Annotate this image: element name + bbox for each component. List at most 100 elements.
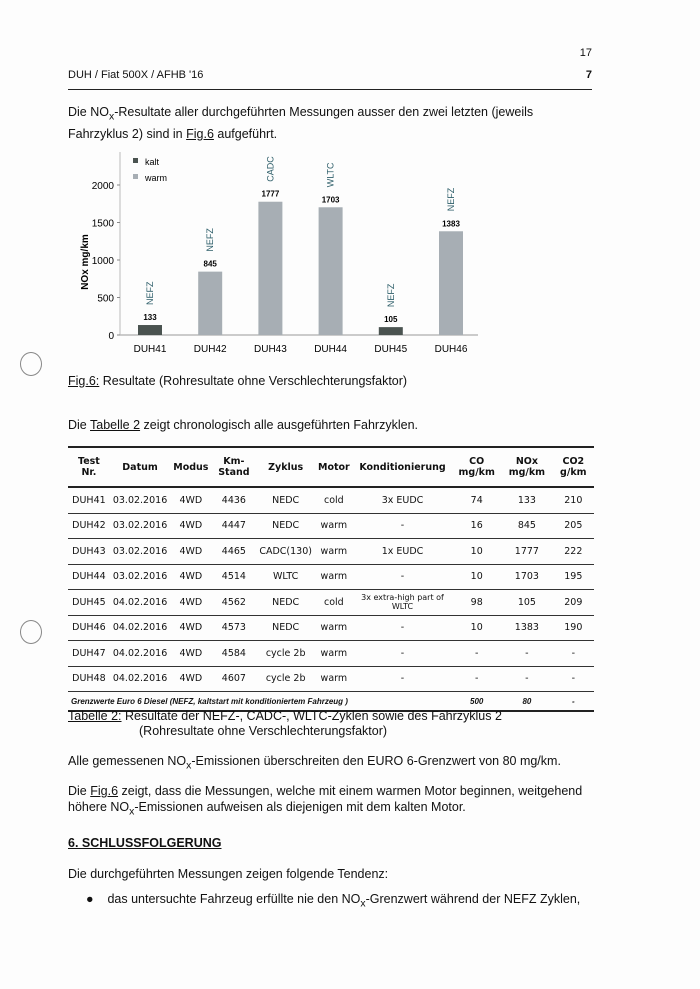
legend-swatch (133, 158, 138, 163)
table-cell: cycle 2b (256, 640, 315, 667)
table-cell: 4WD (170, 564, 212, 590)
intro-paragraph: Die NOx-Resultate aller durchgeführten M… (68, 105, 534, 141)
limit-cell: 500 (452, 691, 502, 712)
figure-caption: Fig.6: Resultate (Rohresultate ohne Vers… (68, 374, 408, 388)
table-cell: 4WD (170, 487, 212, 514)
table-row: DUH45 04.02.2016 4WD 4562 NEDC cold 3x extra-h… (68, 589, 594, 616)
table-cell: 16 (452, 513, 502, 539)
table-cell: 4514 (211, 564, 257, 590)
table-cell: 4WD (170, 538, 212, 565)
bar (138, 325, 162, 335)
table-cell: warm (314, 615, 353, 641)
column-header: Test Nr. (68, 446, 110, 488)
table-cell: 03.02.2016 (109, 513, 171, 539)
table-cell: NEDC (256, 487, 315, 514)
cycle-label: NEFZ (145, 281, 155, 305)
table-intro: Die Tabelle 2 zeigt chronologisch alle a… (68, 418, 418, 432)
column-header: Zyklus (256, 446, 315, 488)
table-cell: - (352, 666, 453, 692)
column-header: Datum (109, 446, 171, 488)
legend-label: kalt (145, 157, 160, 167)
table-row: DUH41 03.02.2016 4WD 4436 NEDC cold 3x EUDC 74 1… (68, 487, 594, 514)
bar (198, 271, 223, 335)
table-cell: DUH46 (68, 615, 110, 641)
table-cell: CADC(130) (256, 538, 315, 565)
tabelle2-caption-link[interactable]: Tabelle 2: (68, 709, 122, 723)
table-cell: 98 (452, 589, 502, 616)
table-cell: 04.02.2016 (109, 640, 171, 667)
section-heading: 6. SCHLUSSFOLGERUNG (68, 836, 222, 850)
table-cell: DUH48 (68, 666, 110, 692)
data-label: 105 (384, 315, 398, 324)
table-cell: 04.02.2016 (109, 589, 171, 616)
x-tick-label: DUH42 (194, 344, 227, 355)
x-tick-label: DUH44 (314, 344, 347, 355)
table-cell: 1x EUDC (352, 538, 453, 565)
table-cell: 4573 (211, 615, 257, 641)
table-cell: 03.02.2016 (109, 487, 171, 514)
column-header: Km-Stand (211, 446, 257, 488)
table-cell: 10 (452, 538, 502, 565)
paragraph-1: Alle gemessenen NOx-Emissionen überschre… (68, 754, 561, 772)
table-row: DUH46 04.02.2016 4WD 4573 NEDC warm -10 1383 190 (68, 615, 594, 641)
x-tick-label: DUH43 (254, 344, 287, 355)
data-label: 1703 (322, 195, 340, 204)
punch-hole (20, 620, 42, 644)
table-cell: cold (314, 589, 353, 616)
table-cell: 222 (552, 538, 594, 565)
page-number: 7 (585, 69, 592, 81)
table-cell: 10 (452, 564, 502, 590)
table-cell: warm (314, 564, 353, 590)
table-cell: 195 (552, 564, 594, 590)
y-tick-label: 2000 (92, 181, 115, 192)
table-cell: 210 (552, 487, 594, 514)
column-header: CO2 g/km (552, 446, 594, 488)
y-tick-label: 500 (97, 294, 114, 305)
limit-row: Grenzwerte Euro 6 Diesel (NEFZ, kaltstar… (68, 691, 594, 712)
bar (378, 327, 403, 335)
column-header: Motor (314, 446, 353, 488)
table-cell: - (352, 513, 453, 539)
tabelle2-link[interactable]: Tabelle 2 (90, 418, 141, 432)
fig6-link-2[interactable]: Fig.6 (90, 784, 119, 798)
table-cell: 4447 (211, 513, 257, 539)
table-cell: 04.02.2016 (109, 666, 171, 692)
cycle-label: NEFZ (446, 187, 456, 211)
fig6-link[interactable]: Fig.6 (186, 126, 214, 141)
table-cell: 4584 (211, 640, 257, 667)
table-cell: NEDC (256, 513, 315, 539)
table-cell: warm (314, 640, 353, 667)
table-cell: - (552, 640, 594, 667)
table-cell: 03.02.2016 (109, 538, 171, 565)
table-cell: 4WD (170, 513, 212, 539)
nox-bar-chart: 0 500 1000 1500 2000 NOx mg/km kalt warm DUH41 13… (80, 152, 478, 355)
table-cell: 1703 (501, 564, 553, 590)
table-cell: DUH45 (68, 589, 110, 616)
cycle-label: NEFZ (205, 228, 215, 252)
table-cell: 205 (552, 513, 594, 539)
table-cell: warm (314, 666, 353, 692)
table-cell: 3x EUDC (352, 487, 453, 514)
table-cell: WLTC (256, 564, 315, 590)
table-row: DUH42 03.02.2016 4WD 4447 NEDC warm -16 845 205 (68, 513, 594, 539)
table-cell: 133 (501, 487, 553, 514)
table-cell: DUH44 (68, 564, 110, 590)
fig6-caption-link[interactable]: Fig.6: (68, 374, 100, 388)
table-cell: 1383 (501, 615, 553, 641)
column-header: CO mg/km (452, 446, 502, 488)
bar (258, 201, 283, 335)
table-cell: DUH47 (68, 640, 110, 667)
table-cell: 04.02.2016 (109, 615, 171, 641)
page-number-top: 17 (579, 47, 592, 59)
column-header: Konditionierung (352, 446, 453, 488)
y-tick-label: 1500 (92, 219, 115, 230)
table-cell: 10 (452, 615, 502, 641)
table-cell: - (352, 615, 453, 641)
table-cell: cycle 2b (256, 666, 315, 692)
table-cell: - (352, 564, 453, 590)
table-cell: 4WD (170, 615, 212, 641)
punch-hole (20, 352, 42, 376)
table-cell: - (352, 640, 453, 667)
table-row: DUH47 04.02.2016 4WD 4584 cycle 2b warm - - - - (68, 640, 594, 667)
limit-cell: 80 (501, 691, 553, 712)
